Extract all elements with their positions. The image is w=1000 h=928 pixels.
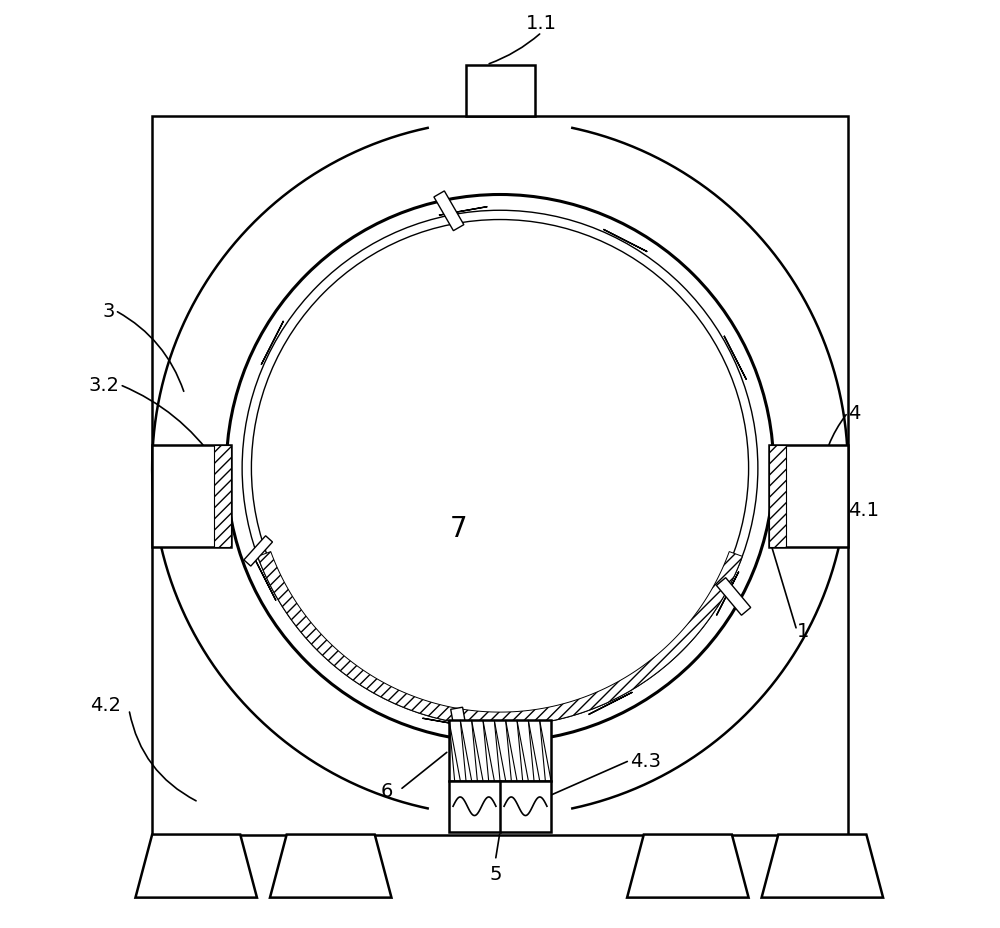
Text: 7: 7 <box>449 515 467 543</box>
Polygon shape <box>762 834 883 897</box>
Polygon shape <box>261 321 284 366</box>
Text: 4.3: 4.3 <box>630 751 661 770</box>
Text: 4.2: 4.2 <box>90 695 121 715</box>
Bar <box>214 445 231 548</box>
Text: 6: 6 <box>381 780 393 800</box>
Polygon shape <box>439 208 487 216</box>
Polygon shape <box>603 230 647 252</box>
Bar <box>769 445 786 548</box>
Polygon shape <box>627 834 749 897</box>
Polygon shape <box>258 552 742 727</box>
Polygon shape <box>244 536 273 566</box>
Text: 4.1: 4.1 <box>848 501 879 520</box>
Polygon shape <box>135 834 257 897</box>
Bar <box>152 445 231 548</box>
Text: 1: 1 <box>797 622 809 640</box>
Bar <box>449 721 551 780</box>
Polygon shape <box>434 192 464 231</box>
Polygon shape <box>589 692 632 715</box>
Bar <box>769 445 848 548</box>
Text: 5: 5 <box>489 864 502 883</box>
Bar <box>449 780 551 831</box>
Polygon shape <box>716 572 739 616</box>
Text: 4: 4 <box>848 404 860 422</box>
Bar <box>466 66 535 117</box>
Polygon shape <box>270 834 391 897</box>
Text: 3: 3 <box>103 302 115 320</box>
Polygon shape <box>254 557 276 600</box>
Polygon shape <box>716 578 751 615</box>
Text: 3.2: 3.2 <box>89 376 120 394</box>
Polygon shape <box>422 718 471 727</box>
Polygon shape <box>451 707 469 748</box>
Polygon shape <box>724 336 746 380</box>
Text: 1.1: 1.1 <box>526 14 557 33</box>
Bar <box>152 117 848 834</box>
